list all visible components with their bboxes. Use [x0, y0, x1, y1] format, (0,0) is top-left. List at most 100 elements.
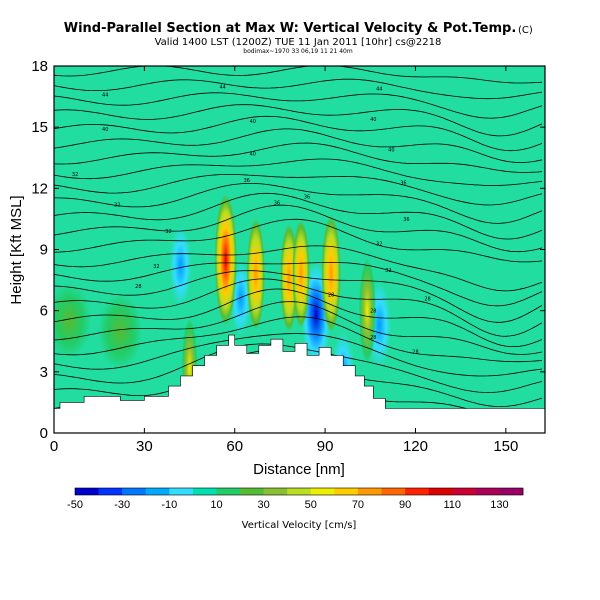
y-tick-label-6: 18 [31, 58, 48, 75]
colorbar-swatch-13 [381, 488, 406, 495]
updraft-cell-4 [321, 215, 341, 333]
colorbar-swatch-7 [240, 488, 264, 495]
contour-label-17: 32 [153, 264, 159, 270]
colorbar-swatch-2 [122, 488, 147, 495]
y-tick-label-4: 12 [31, 180, 48, 197]
y-tick-label-1: 3 [40, 364, 48, 381]
isentrope-line [54, 245, 543, 292]
contour-label-9: 36 [244, 178, 250, 184]
y-tick-label-5: 15 [31, 119, 48, 136]
isentrope-line [54, 333, 543, 377]
isentrope-line [54, 92, 543, 119]
colorbar-swatch-4 [169, 488, 194, 495]
isentrope-line [54, 218, 543, 263]
isentrope-line [54, 288, 543, 347]
colorbar-tick-6: 70 [352, 499, 364, 511]
isentrope-line [54, 192, 543, 240]
isentrope-line [54, 158, 543, 186]
isentrope-line [54, 115, 543, 152]
contour-label-21: 28 [370, 309, 376, 315]
colorbar-tick-9: 130 [490, 499, 508, 511]
colorbar-swatch-1 [98, 488, 123, 495]
updraft-cell-8 [98, 293, 143, 370]
updraft-cell-0 [214, 193, 237, 326]
isentrope-line [54, 301, 543, 355]
contour-label-0: 44 [102, 93, 108, 99]
colorbar-tick-7: 90 [399, 499, 411, 511]
colorbar-frame [74, 487, 524, 496]
x-axis: 0 30 60 90 120 150 [50, 66, 518, 455]
contour-label-14: 32 [165, 229, 171, 235]
plot-area: 44 44 44 40 40 40 40 40 32 36 36 32 36 36 32 36 32 32 32 28… [54, 66, 545, 433]
isentrope-line [54, 278, 543, 337]
contour-label-5: 40 [370, 117, 376, 123]
x-tick-label-5: 150 [493, 438, 518, 455]
contour-label-22: 28 [424, 296, 430, 302]
contour-label-19: 28 [135, 284, 141, 290]
colorbar-tick-0: -50 [67, 499, 83, 511]
contour-label-24: 28 [412, 349, 418, 355]
colorbar-swatch-12 [357, 488, 382, 495]
y-axis-label: Height [Kft MSL] [8, 195, 25, 304]
x-tick-label-1: 30 [136, 438, 153, 455]
updraft-cell-3 [292, 219, 310, 328]
y-tick-label-3: 9 [40, 242, 48, 259]
contour-label-3: 40 [102, 127, 108, 133]
colorbar-swatch-11 [334, 488, 359, 495]
colorbar: -50 -30 -10 10 30 50 70 90 110 130 [67, 487, 524, 511]
contour-label-16: 32 [376, 241, 382, 247]
contour-label-8: 32 [72, 172, 78, 178]
colorbar-swatch-10 [310, 488, 335, 495]
colorbar-tick-8: 110 [443, 499, 461, 511]
contour-label-12: 36 [274, 201, 280, 207]
colorbar-swatch-14 [405, 488, 429, 495]
terrain-mask [54, 334, 545, 433]
colorbar-swatch-5 [192, 488, 217, 495]
colorbar-swatch-18 [499, 488, 524, 495]
downdraft-cell-0 [169, 225, 192, 306]
updraft-cell-1 [246, 218, 265, 330]
contour-label-11: 32 [114, 203, 120, 209]
isentrope-line [54, 270, 543, 323]
colorbar-swatch-9 [287, 488, 312, 495]
colorbar-swatch-3 [145, 488, 170, 495]
contour-label-15: 36 [304, 195, 310, 201]
colorbar-label: Vertical Velocity [cm/s] [242, 520, 357, 531]
isentrope-line [54, 78, 543, 100]
colorbar-tick-4: 30 [258, 499, 270, 511]
colorbar-swatch-15 [428, 488, 453, 495]
contour-label-2: 44 [376, 86, 382, 92]
chart-title: Wind-Parallel Section at Max W: Vertical… [64, 21, 517, 36]
isentrope-line [54, 142, 543, 173]
chart-title-suffix: (C) [518, 25, 533, 36]
x-tick-label-0: 0 [50, 438, 58, 455]
colorbar-tick-5: 50 [305, 499, 317, 511]
colorbar-swatch-16 [452, 488, 477, 495]
contour-label-4: 40 [250, 119, 256, 125]
y-tick-label-0: 0 [40, 425, 48, 442]
contour-labels: 44 44 44 40 40 40 40 40 32 36 36 32 36 36 32 36 32 32 32 28… [72, 84, 431, 355]
x-tick-label-3: 90 [317, 438, 334, 455]
colorbar-tick-1: -30 [114, 499, 130, 511]
isentrope-line [54, 204, 543, 253]
colorbar-swatch-6 [216, 488, 241, 495]
isentrope-line [54, 183, 543, 224]
isentrope-line [54, 316, 543, 363]
x-tick-label-4: 120 [403, 438, 428, 455]
colorbar-tick-2: -10 [161, 499, 177, 511]
chart-subtitle: Valid 1400 LST (1200Z) TUE 11 Jan 2011 [… [155, 37, 442, 48]
contour-label-20: 28 [328, 292, 334, 298]
contour-label-13: 36 [403, 217, 409, 223]
isentrope-line [54, 66, 543, 84]
isentrope-line [54, 104, 543, 137]
contour-label-6: 40 [250, 152, 256, 158]
isentrope-line [54, 174, 543, 206]
colorbar-swatch-17 [475, 488, 500, 495]
contour-label-23: 28 [370, 335, 376, 341]
y-tick-label-2: 6 [40, 303, 48, 320]
contour-label-10: 36 [400, 180, 406, 186]
colorbar-swatch-8 [263, 488, 288, 495]
isentrope-line [54, 128, 543, 163]
